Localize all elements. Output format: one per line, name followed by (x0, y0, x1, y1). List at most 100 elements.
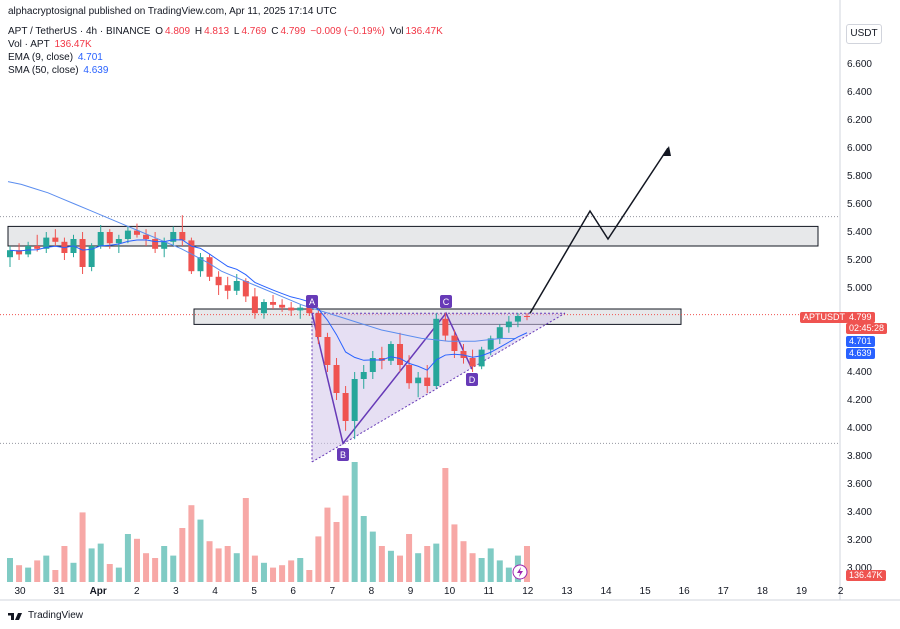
volume-bar (206, 541, 213, 582)
time-tick-label: 2 (134, 586, 140, 597)
volume-bar (97, 543, 104, 582)
lightning-icon (517, 567, 523, 577)
candle-body (7, 250, 13, 258)
time-tick-label: 8 (369, 586, 375, 597)
time-tick-label: 14 (600, 586, 612, 597)
time-tick-label: 13 (561, 586, 573, 597)
volume-bar (70, 562, 77, 582)
candle-body (43, 237, 50, 249)
volume-bar (133, 538, 140, 582)
price-tick-label: 6.200 (847, 115, 872, 126)
volume-bar (188, 505, 195, 582)
volume-bar (360, 516, 367, 582)
publisher-line: alphacryptosignal published on TradingVi… (8, 6, 337, 17)
ema-indicator-row[interactable]: EMA (9, close) 4.701 (8, 52, 105, 64)
time-tick-label: 15 (640, 586, 652, 597)
candle-body (306, 307, 313, 314)
currency-button[interactable]: USDT (846, 24, 882, 44)
volume-bar (297, 558, 304, 582)
candle-body (215, 276, 222, 286)
volume-indicator-row[interactable]: Vol · APT 136.47K (8, 39, 94, 51)
ema-indicator-value: 4.701 (77, 52, 103, 63)
candle-body (469, 358, 476, 367)
volume-bar (478, 558, 485, 582)
candle-body (397, 344, 404, 365)
volume-bar (415, 553, 422, 582)
pattern-label-c: C (443, 297, 450, 307)
volume-bar (260, 562, 267, 582)
pattern-label-a-badge (306, 295, 318, 308)
candle-body (115, 239, 122, 244)
candle-body (133, 230, 140, 235)
countdown-tag: 02:45:28 (846, 323, 888, 334)
price-tick-label: 3.800 (847, 451, 872, 462)
change-value: −0.009 (−0.19%) (310, 26, 385, 37)
candle-body (251, 296, 258, 314)
sma-line (7, 181, 516, 342)
volume-bar (460, 541, 467, 582)
time-tick-label: 16 (679, 586, 691, 597)
volume-bar (433, 543, 440, 582)
time-tick-label: 12 (522, 586, 534, 597)
time-tick-label: 6 (290, 586, 296, 597)
volume-bar (406, 534, 413, 582)
volume-bar (124, 534, 131, 582)
time-tick-label: 10 (444, 586, 456, 597)
tradingview-logo[interactable]: TradingView (8, 610, 83, 621)
sma-indicator-row[interactable]: SMA (50, close) 4.639 (8, 65, 110, 77)
price-tick-label: 3.200 (847, 535, 872, 546)
time-tick-label: 18 (757, 586, 769, 597)
volume-tag: 136.47K (846, 570, 886, 581)
time-tick-label: 9 (408, 586, 414, 597)
time-tick-label: 19 (796, 586, 808, 597)
volume-bar (34, 560, 41, 582)
volume-bar (179, 528, 186, 582)
candle-body (161, 241, 168, 249)
vol-label: Vol (389, 26, 404, 37)
candle-body (242, 281, 249, 297)
volume-bar (224, 546, 231, 582)
ema-line (9, 239, 528, 371)
candle-body (505, 321, 512, 328)
volume-bar (242, 498, 249, 582)
volume-bar (25, 567, 32, 582)
candle-body (52, 237, 59, 242)
close-value: 4.799 (280, 26, 306, 37)
price-tick-label: 6.400 (847, 87, 872, 98)
candle-body (88, 246, 95, 267)
close-label: C (271, 26, 279, 37)
candle-body (351, 379, 358, 421)
volume-bar (505, 567, 512, 582)
symbol-info-row: APT / TetherUS · 4h · BINANCE O 4.809 H 4.… (8, 26, 445, 38)
price-tick-label: 6.600 (847, 59, 872, 70)
volume-bar (496, 560, 503, 582)
volume-bar (378, 546, 385, 582)
volume-bar (161, 546, 168, 582)
volume-bar (143, 553, 150, 582)
price-tick-label: 5.400 (847, 227, 872, 238)
candle-body (106, 232, 113, 244)
candle-body (406, 365, 413, 384)
time-tick-label: 17 (718, 586, 730, 597)
time-tick-label: Apr (90, 586, 107, 597)
sma-price-tag: 4.639 (846, 348, 875, 359)
volume-bar (387, 550, 394, 582)
low-label: L (233, 26, 240, 37)
pattern-label-c-badge (440, 295, 452, 308)
symbol-title[interactable]: APT / TetherUS · 4h · BINANCE (8, 26, 151, 37)
projection-arrow-head (663, 146, 671, 156)
candle-body (442, 318, 449, 336)
tradingview-brand-text: TradingView (28, 610, 84, 621)
candle-body (333, 365, 340, 393)
volume-bar (288, 560, 295, 582)
volume-bar (469, 553, 476, 582)
candle-body (342, 393, 349, 421)
time-tick-label: 2 (838, 586, 844, 597)
volume-bar (43, 555, 50, 582)
volume-bar (523, 546, 530, 582)
volume-bar (333, 522, 340, 582)
price-tick-label: 4.400 (847, 367, 872, 378)
candle-body (279, 304, 286, 308)
time-tick-label: 7 (330, 586, 336, 597)
